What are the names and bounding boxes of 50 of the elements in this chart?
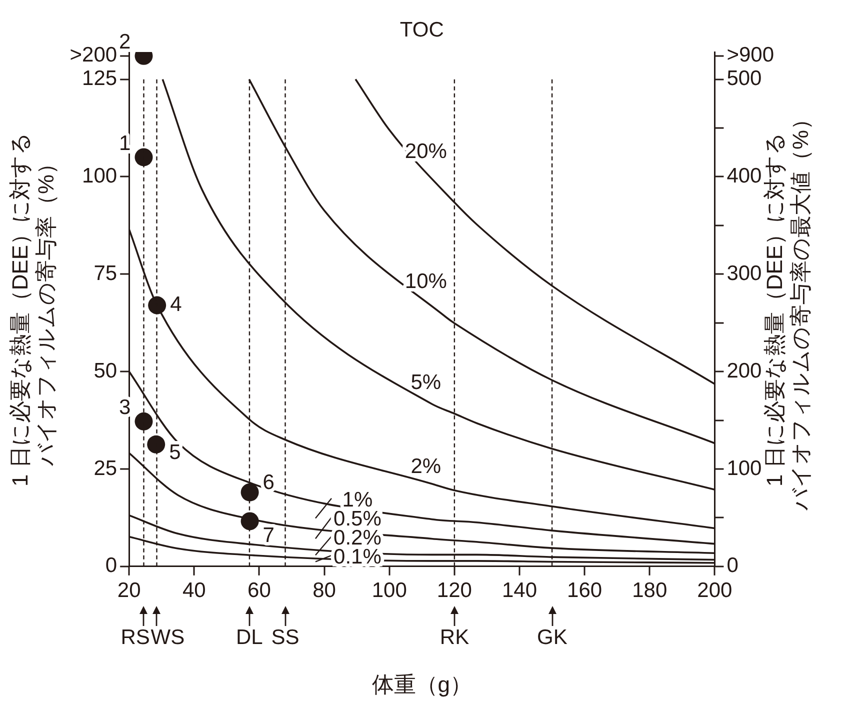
point <box>134 148 153 166</box>
x-tick-label: 200 <box>697 578 732 602</box>
series-label: 0.1% <box>334 545 382 568</box>
x-tick-label: 20 <box>117 578 141 602</box>
x-tick-label: 120 <box>436 578 472 602</box>
ref-line-label: SS <box>271 626 300 650</box>
y2-tick-label: 200 <box>726 359 762 382</box>
ref-line-label: GK <box>537 626 568 650</box>
y2-tick-label: 0 <box>726 554 738 578</box>
y-tick-label: 50 <box>94 359 118 382</box>
y-tick-label: 100 <box>82 164 118 188</box>
point <box>134 412 153 430</box>
legend-title: TOC <box>400 18 444 42</box>
x-tick-label: 60 <box>248 578 271 602</box>
annotation: 6 <box>262 471 274 494</box>
y2-tick-label: 400 <box>726 164 762 188</box>
y2-tick-label: 500 <box>726 67 762 90</box>
x-tick-label: 100 <box>372 578 407 602</box>
y-tick-label: 125 <box>82 67 118 90</box>
series-label: 20% <box>404 140 447 164</box>
series-label: 10% <box>404 270 447 294</box>
series-label: 2% <box>410 454 442 478</box>
y-tick-label: 75 <box>94 262 118 285</box>
ref-line-label: DL <box>236 626 263 650</box>
annotation: 7 <box>262 524 274 547</box>
y2-axis-title: 1 日に必要な熱量（DEE）に対するバイオフィルムの寄与率の最大値（%） <box>762 108 814 512</box>
ref-line-label: RK <box>440 626 470 650</box>
y-tick-label: 25 <box>94 456 118 480</box>
annotation: 4 <box>170 293 182 316</box>
y-tick-label: 0 <box>105 554 118 578</box>
x-axis-title: 体重（g） <box>372 672 472 697</box>
point <box>240 483 259 502</box>
y-axis-title: 1 日に必要な熱量（DEE）に対するバイオフィルムの寄与率（%） <box>7 132 59 486</box>
x-tick-label: 80 <box>312 578 336 602</box>
ref-line-label: RS <box>120 626 150 650</box>
y2-tick-label: 100 <box>726 456 762 480</box>
series-label: 5% <box>410 371 442 394</box>
annotation: 2 <box>119 30 131 54</box>
y2-tick-label: >900 <box>726 44 774 67</box>
series-label: 0.5% <box>334 507 382 530</box>
x-tick-label: 140 <box>502 578 538 602</box>
annotation: 5 <box>169 441 181 464</box>
y2-tick-label: 300 <box>726 262 762 285</box>
series-label: 0.2% <box>334 526 382 550</box>
ref-line-label: WS <box>150 626 185 650</box>
point <box>147 435 166 454</box>
x-tick-label: 160 <box>567 578 602 602</box>
y-tick-label: >200 <box>70 44 118 67</box>
x-tick-label: 180 <box>632 578 668 602</box>
x-tick-label: 40 <box>182 578 206 602</box>
